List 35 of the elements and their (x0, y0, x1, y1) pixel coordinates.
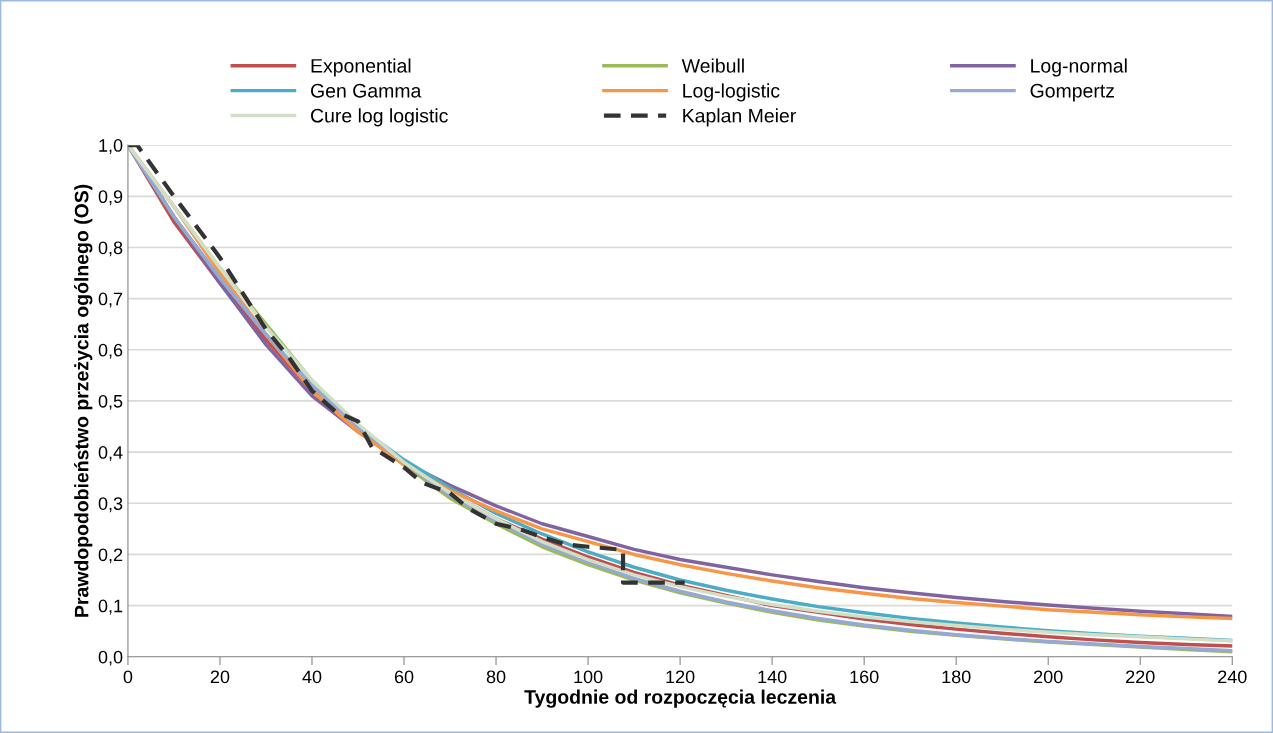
legend-label: Weibull (681, 58, 744, 73)
legend-label: Gompertz (1030, 83, 1114, 102)
y-tick-label: 1,0 (99, 139, 123, 154)
x-tick-label: 20 (210, 670, 230, 684)
x-tick-label: 0 (123, 670, 133, 684)
x-tick-label: 140 (758, 670, 787, 684)
x-tick-label: 180 (942, 670, 971, 684)
x-tick-label: 200 (1034, 670, 1063, 684)
x-tick-label: 100 (574, 670, 603, 684)
x-tick-label: 160 (850, 670, 879, 684)
y-tick-label: 0,0 (98, 650, 123, 666)
legend-label: Kaplan Meier (683, 108, 796, 127)
y-tick-label: 0,7 (98, 292, 123, 308)
y-tick-label: 0,2 (98, 548, 123, 564)
y-tick-label: 0,9 (98, 190, 123, 206)
x-tick-label: 80 (486, 670, 506, 684)
line-series (127, 145, 687, 585)
y-tick-label: 0,8 (98, 241, 123, 257)
y-tick-label: 0,1 (98, 599, 123, 615)
legend-label: Exponential (311, 58, 411, 77)
x-tick-label: 60 (394, 670, 414, 684)
legend-label: Cure log logistic (311, 108, 448, 127)
x-tick-label: 220 (1126, 670, 1155, 684)
legend-label: Log-logistic (683, 83, 780, 102)
x-tick-label: 240 (1218, 670, 1247, 684)
x-tick-label: 40 (302, 670, 322, 684)
y-tick-label: 0,3 (98, 497, 123, 513)
x-tick-label: 120 (666, 670, 695, 684)
legend-label: Log-normal (1031, 58, 1127, 77)
y-axis-title: Prawdopodobieństwo przeżycia ogólnego (OS) (74, 184, 93, 617)
x-axis-title: Tygodnie od rozpoczęcia leczenia (524, 689, 837, 708)
y-tick-label: 0,4 (98, 446, 123, 461)
y-tick-label: 0,5 (98, 394, 123, 410)
legend-label: Gen Gamma (311, 83, 422, 98)
y-tick-label: 0,6 (98, 343, 123, 359)
